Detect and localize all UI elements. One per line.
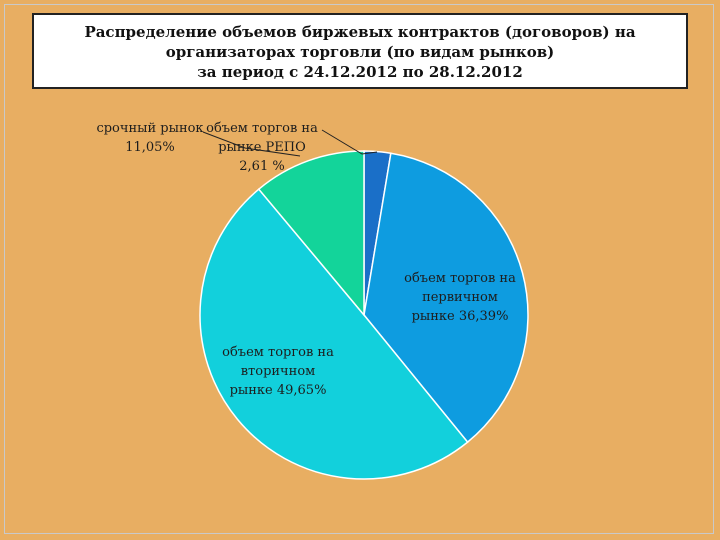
leader-line-3 (202, 131, 301, 157)
slice-label-0-line-0: объем торгов на (206, 121, 318, 136)
slice-label-3-line-1: 11,05% (125, 140, 175, 155)
slice-label-0: объем торгов на рынке РЕПО 2,61 % (206, 121, 318, 174)
pie-slice-2 (199, 188, 469, 480)
slice-label-0-line-2: 2,61 % (239, 159, 284, 174)
slice-label-1: объем торгов на первичном рынке 36,39% (404, 271, 516, 324)
slice-label-2-line-0: объем торгов на (222, 345, 334, 360)
slice-label-1-line-2: рынке 36,39% (412, 309, 509, 324)
chart-title-box: Распределение объемов биржевых контракто… (32, 13, 688, 89)
slice-labels: объем торгов на рынке РЕПО 2,61 %объем тор… (96, 121, 516, 398)
slice-label-1-line-1: первичном (422, 290, 498, 305)
slice-label-2-line-2: рынке 49,65% (230, 383, 327, 398)
slice-label-3-line-0: срочный рынок (96, 121, 203, 136)
chart-title-line-1: Распределение объемов биржевых контракто… (84, 23, 636, 41)
leader-line-0 (321, 129, 378, 155)
pie-slice-1 (363, 152, 529, 444)
pie-slices (199, 150, 529, 480)
slice-label-3: срочный рынок 11,05% (96, 121, 203, 155)
leader-lines (202, 129, 378, 157)
slice-label-2-line-1: вторичном (241, 364, 316, 379)
pie-slice-3 (257, 150, 365, 318)
chart-title-line-2: организаторах торговли (по видам рынков) (165, 43, 555, 61)
slice-label-2: объем торгов на вторичном рынке 49,65% (222, 345, 334, 398)
slide-frame (4, 4, 714, 534)
slice-label-0-line-1: рынке РЕПО (218, 140, 306, 155)
slice-label-1-line-0: объем торгов на (404, 271, 516, 286)
chart-title-line-3: за период с 24.12.2012 по 28.12.2012 (197, 63, 523, 81)
